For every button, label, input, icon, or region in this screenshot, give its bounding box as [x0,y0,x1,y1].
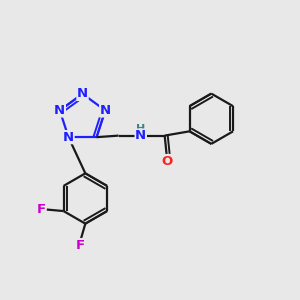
Text: F: F [76,238,85,252]
Text: N: N [63,130,74,144]
Text: N: N [100,104,111,117]
Text: O: O [161,154,173,168]
Text: H: H [136,124,146,134]
Text: N: N [135,129,146,142]
Text: N: N [54,104,65,117]
Text: F: F [37,203,46,216]
Text: N: N [77,87,88,101]
